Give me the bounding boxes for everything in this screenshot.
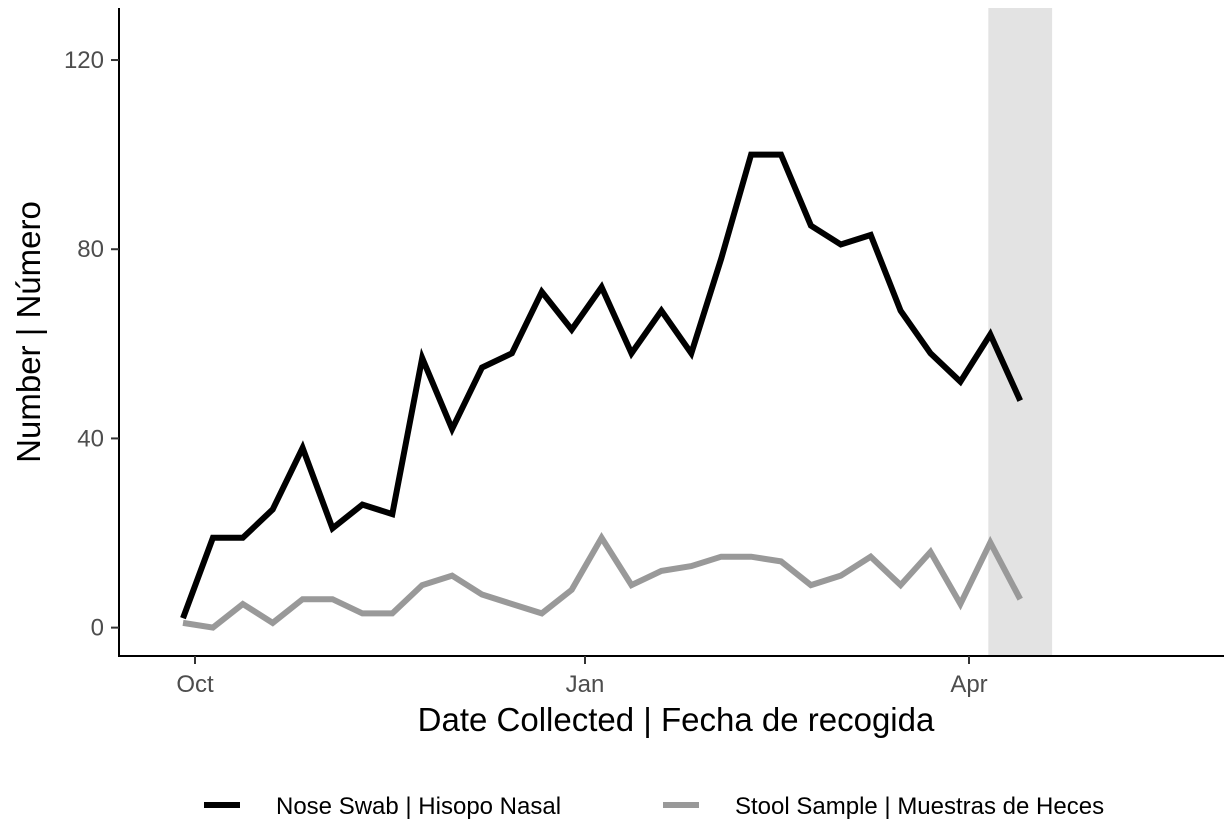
y-tick-label: 0 <box>91 615 104 642</box>
y-tick-label: 120 <box>64 47 104 74</box>
x-tick-label: Jan <box>566 671 605 698</box>
shaded-region <box>988 8 1053 656</box>
series-line-nose-swab <box>180 151 1023 620</box>
legend: Nose Swab | Hisopo Nasal Stool Sample | … <box>204 793 1104 820</box>
y-axis-title: Number | Número <box>10 201 47 463</box>
series-line-stool-sample <box>182 531 1023 631</box>
y-axis-ticks: 0 40 80 120 <box>64 47 119 642</box>
legend-label-nose-swab: Nose Swab | Hisopo Nasal <box>276 793 561 820</box>
x-axis-ticks: Oct Jan Apr <box>176 656 988 698</box>
x-tick-label: Apr <box>950 671 987 698</box>
y-tick-label: 80 <box>77 236 104 263</box>
y-tick-label: 40 <box>77 425 104 452</box>
x-axis-title: Date Collected | Fecha de recogida <box>418 701 935 738</box>
series-layer <box>180 151 1023 631</box>
x-tick-label: Oct <box>176 671 214 698</box>
legend-label-stool-sample: Stool Sample | Muestras de Heces <box>735 793 1104 820</box>
